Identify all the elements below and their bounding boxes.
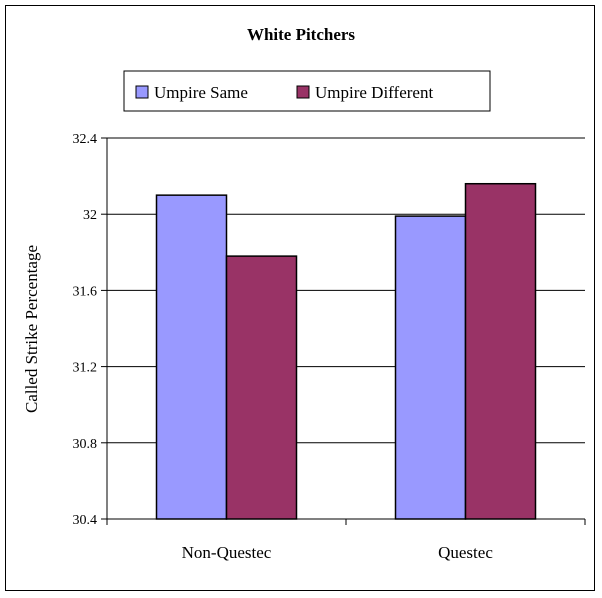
legend: Umpire Same Umpire Different — [123, 70, 491, 112]
y-tick-label: 32 — [83, 208, 97, 223]
x-tick-label: Non-Questec — [182, 543, 272, 562]
y-tick-label: 30.4 — [73, 513, 98, 528]
y-axis-label: Called Strike Percentage — [22, 245, 41, 413]
y-tick-label: 31.2 — [73, 361, 98, 376]
y-tick-label: 32.4 — [73, 132, 98, 147]
bar-umpire-same — [155, 194, 228, 520]
legend-label-umpire-different: Umpire Different — [315, 83, 433, 102]
bar-umpire-different — [225, 255, 298, 520]
legend-swatch-umpire-same — [135, 85, 149, 99]
bar-umpire-different — [464, 182, 537, 520]
y-tick-label: 30.8 — [73, 437, 98, 452]
plot-area: 30.4 30.8 31.2 31.6 32 32.4 Non-Questec Questec — [73, 132, 586, 562]
chart-title: White Pitchers — [247, 25, 355, 44]
y-tick-label: 31.6 — [73, 284, 98, 299]
legend-swatch-umpire-different — [296, 85, 310, 99]
bar-umpire-same — [394, 215, 467, 520]
legend-label-umpire-same: Umpire Same — [154, 83, 248, 102]
x-tick-label: Questec — [438, 543, 493, 562]
